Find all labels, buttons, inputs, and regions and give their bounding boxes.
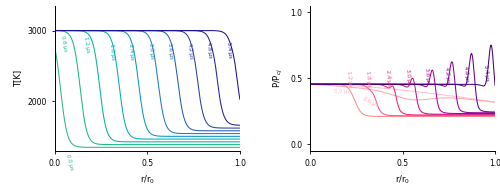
Text: 2.4 μs: 2.4 μs (128, 43, 134, 60)
Text: 0.0 μs: 0.0 μs (66, 153, 74, 170)
Text: 3.6 μs: 3.6 μs (167, 42, 173, 59)
Text: 0.6 μs: 0.6 μs (362, 97, 378, 108)
Text: 2.4 μs: 2.4 μs (385, 69, 392, 86)
Text: 1.2 μs: 1.2 μs (346, 71, 352, 87)
Text: 3.6 μs: 3.6 μs (424, 68, 430, 84)
Y-axis label: T[K]: T[K] (14, 70, 22, 87)
Text: 1.8 μs: 1.8 μs (108, 43, 115, 60)
X-axis label: r/r$_0$: r/r$_0$ (395, 173, 410, 186)
Y-axis label: P/P$_{cj}$: P/P$_{cj}$ (272, 68, 285, 88)
Text: 4.2 μs: 4.2 μs (186, 42, 193, 59)
X-axis label: r/r$_0$: r/r$_0$ (140, 173, 155, 186)
Text: 1.2 μs: 1.2 μs (83, 36, 90, 53)
Text: 1.8 μs: 1.8 μs (366, 70, 372, 87)
Text: 5.4 μs: 5.4 μs (482, 65, 489, 81)
Text: 4.8 μs: 4.8 μs (463, 66, 469, 82)
Text: 3.0 μs: 3.0 μs (148, 42, 154, 59)
Text: 5.4 μs: 5.4 μs (226, 41, 232, 58)
Text: 4.2 μs: 4.2 μs (444, 66, 450, 83)
Text: 0.0 μs: 0.0 μs (334, 89, 350, 94)
Text: 0.6 μs: 0.6 μs (60, 36, 68, 52)
Text: 3.0 μs: 3.0 μs (404, 69, 411, 85)
Text: 4.8 μs: 4.8 μs (206, 41, 212, 58)
